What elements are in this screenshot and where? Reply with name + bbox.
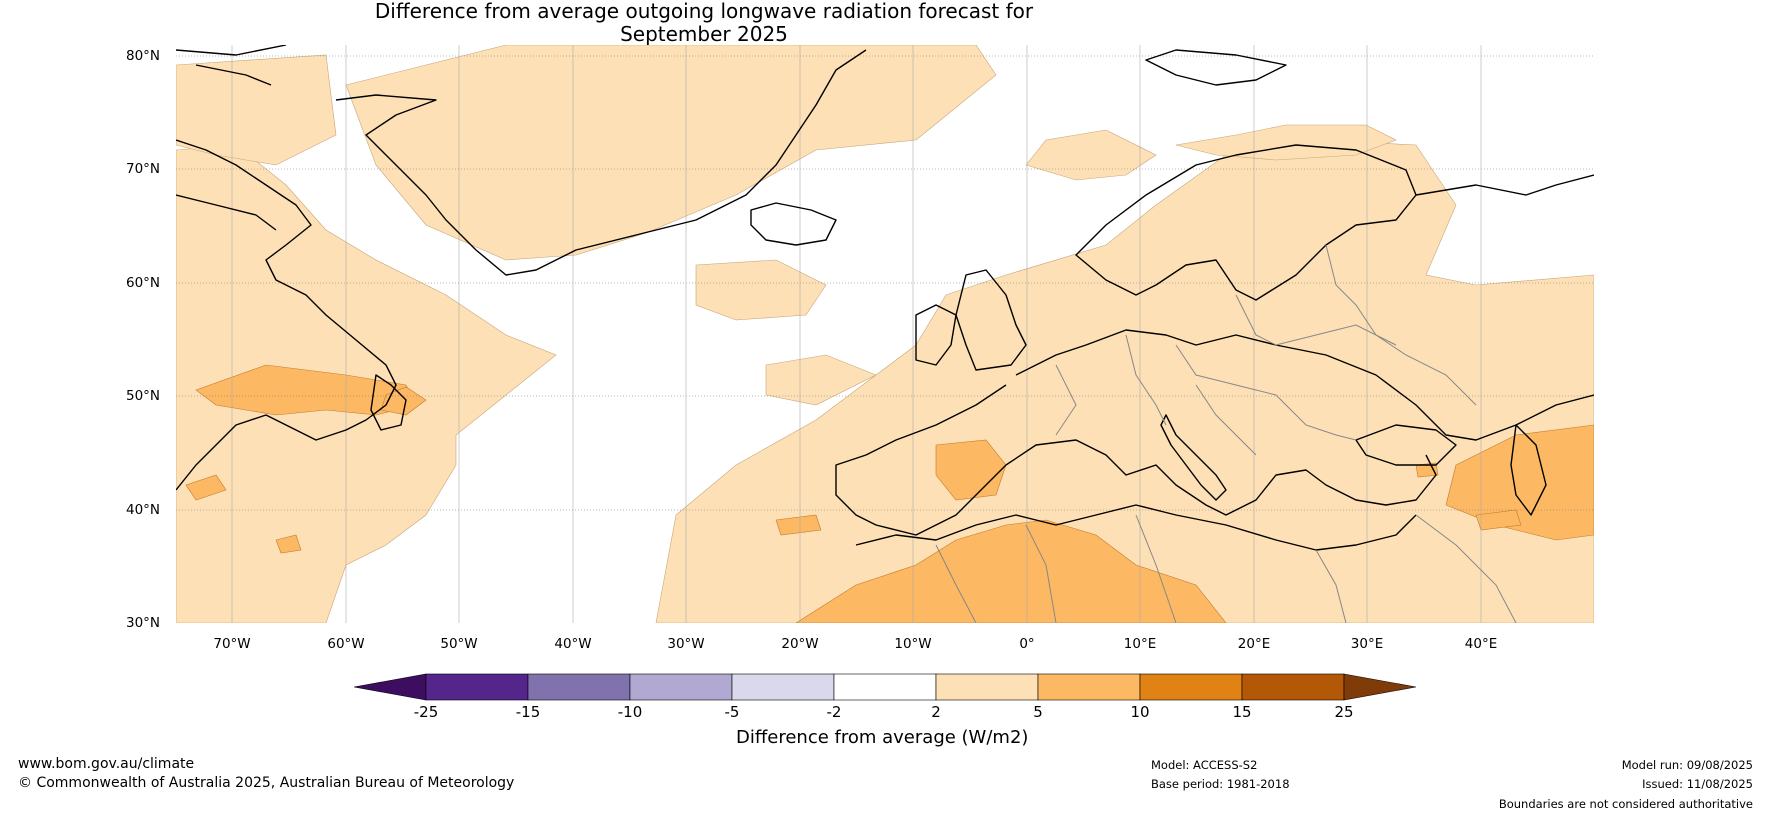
- legend-bin-10-to-15: [1139, 673, 1243, 701]
- lon-label-70w: 70°W: [213, 636, 251, 652]
- lon-label-30w: 30°W: [667, 636, 705, 652]
- lat-label-80n: 80°N: [126, 48, 161, 64]
- legend-bin--25-to--15: [425, 673, 529, 701]
- model-name: Model: ACCESS-S2: [1151, 758, 1258, 772]
- legend-bin-below--25: [353, 673, 427, 701]
- legend-colorbar: [353, 673, 1417, 701]
- legend-bin--2-to-2: [833, 673, 937, 701]
- lat-label-70n: 70°N: [126, 161, 161, 177]
- legend-tick-2: 2: [931, 703, 941, 721]
- model-run-date: Model run: 09/08/2025: [1621, 758, 1753, 772]
- legend-tick--25: -25: [413, 703, 439, 721]
- copyright-text: © Commonwealth of Australia 2025, Austra…: [18, 775, 515, 791]
- lon-label-50w: 50°W: [440, 636, 478, 652]
- legend-tick--2: -2: [826, 703, 842, 721]
- lon-label-30e: 30°E: [1350, 636, 1384, 652]
- base-period: Base period: 1981-2018: [1151, 777, 1290, 791]
- legend-bin-5-to-10: [1037, 673, 1141, 701]
- lon-label-0: 0°: [1019, 636, 1035, 652]
- lat-label-50n: 50°N: [126, 388, 161, 404]
- lat-label-30n: 30°N: [126, 615, 161, 631]
- map-title: Difference from average outgoing longwav…: [0, 0, 1408, 46]
- legend-bin--5-to--2: [731, 673, 835, 701]
- legend-tick--15: -15: [515, 703, 541, 721]
- legend-bin-above-25: [1343, 673, 1417, 701]
- lat-label-40n: 40°N: [126, 502, 161, 518]
- lon-label-20w: 20°W: [781, 636, 819, 652]
- lon-label-20e: 20°E: [1237, 636, 1271, 652]
- title-line-2: September 2025: [620, 22, 788, 46]
- lon-label-40e: 40°E: [1464, 636, 1498, 652]
- legend-bin-2-to-5: [935, 673, 1039, 701]
- legend-tick-10: 10: [1130, 703, 1150, 721]
- legend-bin--15-to--10: [527, 673, 631, 701]
- lon-label-10w: 10°W: [894, 636, 932, 652]
- legend-title: Difference from average (W/m2): [736, 727, 1029, 748]
- legend-tick-25: 25: [1334, 703, 1354, 721]
- legend-bin--10-to--5: [629, 673, 733, 701]
- anomaly-5-to-10-regions: [185, 364, 1594, 623]
- lon-label-60w: 60°W: [327, 636, 365, 652]
- legend-bin-15-to-25: [1241, 673, 1345, 701]
- country-borders: [935, 244, 1517, 623]
- graticule: [176, 55, 1594, 511]
- legend-tick-15: 15: [1232, 703, 1252, 721]
- coastlines: [176, 45, 1594, 551]
- anomaly-map: [176, 45, 1594, 623]
- lon-label-40w: 40°W: [554, 636, 592, 652]
- lon-label-10e: 10°E: [1123, 636, 1157, 652]
- legend-tick--10: -10: [617, 703, 643, 721]
- boundaries-disclaimer: Boundaries are not considered authoritat…: [1498, 797, 1753, 811]
- title-line-1: Difference from average outgoing longwav…: [374, 0, 1034, 23]
- website-link[interactable]: www.bom.gov.au/climate: [18, 756, 195, 772]
- lat-label-60n: 60°N: [126, 275, 161, 291]
- legend-tick-5: 5: [1033, 703, 1043, 721]
- issued-date: Issued: 11/08/2025: [1642, 777, 1753, 791]
- legend-tick--5: -5: [724, 703, 740, 721]
